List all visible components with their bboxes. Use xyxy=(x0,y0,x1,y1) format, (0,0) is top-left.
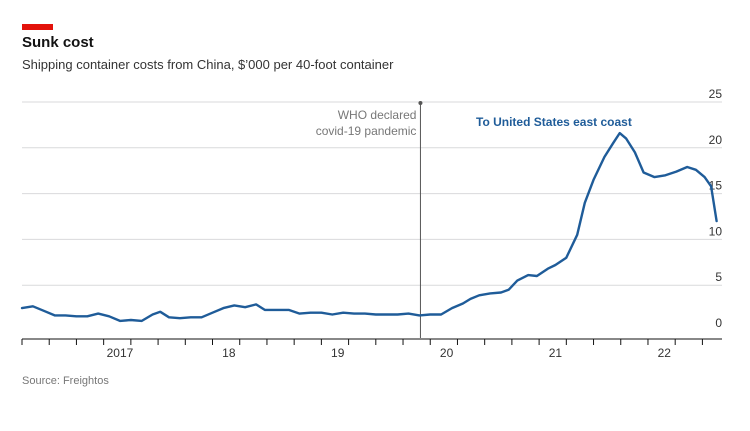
x-tick-label: 19 xyxy=(331,346,345,360)
source-note: Source: Freightos xyxy=(22,375,109,387)
x-tick-label: 21 xyxy=(549,346,563,360)
chart-subtitle: Shipping container costs from China, $’0… xyxy=(22,57,394,72)
x-tick-label: 18 xyxy=(222,346,236,360)
series-line xyxy=(20,131,718,323)
x-axis: 2017 18 19 20 21 22 xyxy=(21,338,722,360)
gridlines xyxy=(22,101,722,286)
brand-accent-bar xyxy=(22,24,53,30)
x-tick-label: 20 xyxy=(440,346,454,360)
x-tick-label: 2017 xyxy=(107,346,134,360)
x-tick-label: 22 xyxy=(658,346,672,360)
pandemic-annotation: WHO declared covid-19 pandemic xyxy=(316,101,423,338)
chart-title: Sunk cost xyxy=(22,34,94,51)
y-tick-label: 25 xyxy=(709,87,723,101)
series-label: To United States east coast xyxy=(476,115,632,129)
series-lines xyxy=(20,131,718,323)
series-labels: To United States east coast xyxy=(476,115,632,129)
annotation-text: WHO declared xyxy=(338,108,417,122)
annotation-text: covid-19 pandemic xyxy=(316,124,417,138)
y-tick-label: 10 xyxy=(709,224,723,238)
y-tick-label: 0 xyxy=(715,316,722,330)
annotation-dot xyxy=(418,101,423,105)
y-tick-label: 5 xyxy=(715,270,722,284)
y-tick-label: 20 xyxy=(709,133,723,147)
